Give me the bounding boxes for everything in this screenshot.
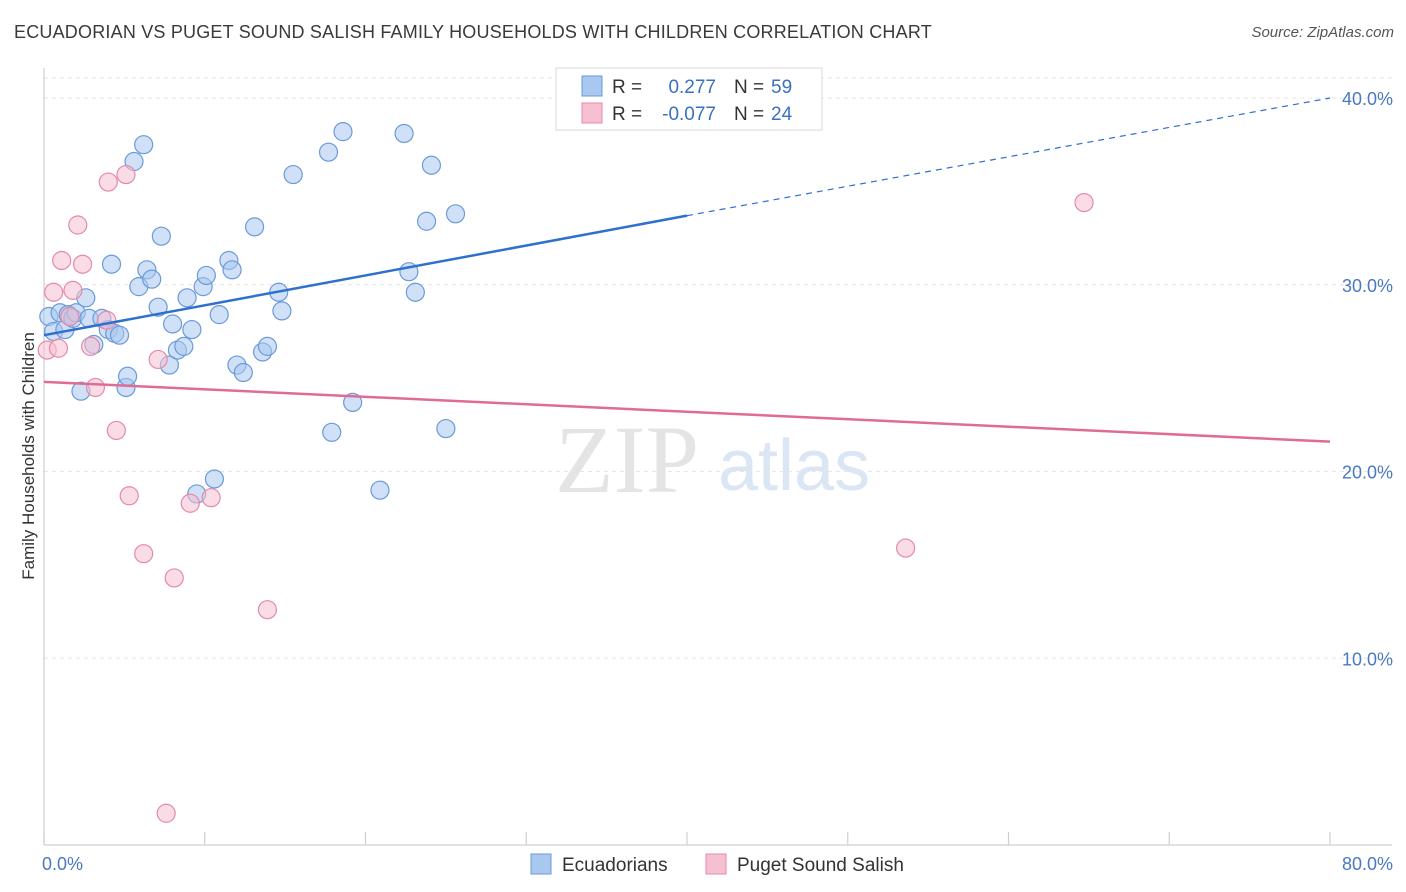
data-points [37,122,1094,823]
point-puget-sound-salish [106,420,126,441]
point-ecuadorians [333,122,353,142]
point-puget-sound-salish [63,280,83,300]
point-ecuadorians [405,282,425,302]
point-puget-sound-salish [68,215,88,235]
point-ecuadorians [117,366,138,386]
watermark-zip: ZIP [555,406,699,513]
point-puget-sound-salish [896,538,916,558]
point-puget-sound-salish [134,544,154,564]
point-ecuadorians [182,319,202,340]
point-puget-sound-salish [48,338,69,358]
bottom-swatch-ecuadorians [530,853,552,875]
point-ecuadorians [151,226,171,246]
legend-r-value-2: -0.077 [662,104,716,125]
point-puget-sound-salish [97,310,117,330]
x-ticks [43,832,1331,845]
point-puget-sound-salish [180,493,200,513]
point-ecuadorians [222,260,242,280]
point-ecuadorians [272,301,292,321]
bottom-legend-puget: Puget Sound Salish [737,855,904,876]
trend-line-ecuadorians [43,214,688,337]
point-puget-sound-salish [60,306,80,327]
y-tick-label: 40.0% [1342,89,1393,109]
point-ecuadorians [163,314,183,334]
y-tick-label: 20.0% [1342,463,1393,483]
point-ecuadorians [257,336,278,356]
point-puget-sound-salish [72,254,93,274]
point-puget-sound-salish [116,164,136,185]
axes [43,68,1392,846]
legend-r-value-1: 0.277 [668,77,716,98]
legend-top: R = 0.277 N = 59 R = -0.077 N = 24 [555,67,823,131]
legend-n-value-1: 59 [771,77,792,98]
point-puget-sound-salish [81,336,101,356]
point-ecuadorians [109,325,130,345]
bottom-legend-ecuadorians: Ecuadorians [562,855,668,876]
point-ecuadorians [101,254,122,274]
point-ecuadorians [322,422,342,442]
watermark-atlas: atlas [718,426,870,506]
point-ecuadorians [394,123,414,144]
point-ecuadorians [174,336,194,356]
chart-title: ECUADORIAN VS PUGET SOUND SALISH FAMILY … [14,22,932,42]
legend-n-label-2: N = [734,104,764,125]
trend-lines [43,97,1331,443]
point-ecuadorians [134,135,154,155]
point-puget-sound-salish [98,172,118,192]
legend-swatch-ecuadorians [581,75,603,97]
point-puget-sound-salish [164,568,184,588]
point-ecuadorians [142,269,162,289]
legend-r-label-2: R = [612,104,642,125]
legend-bottom: Ecuadorians Puget Sound Salish [530,853,904,876]
point-ecuadorians [436,418,456,439]
bottom-swatch-puget [705,853,727,875]
source-label: Source: ZipAtlas.com [1251,24,1394,41]
point-ecuadorians [204,469,224,489]
point-ecuadorians [343,392,363,413]
legend-r-label-1: R = [612,77,642,98]
point-ecuadorians [233,362,253,383]
point-ecuadorians [318,142,339,162]
trend-line-puget-sound-salish [43,380,1331,443]
point-ecuadorians [416,211,437,231]
point-ecuadorians [196,265,216,286]
legend-n-label-1: N = [734,77,764,98]
point-ecuadorians [283,164,303,185]
point-ecuadorians [244,217,265,237]
legend-n-value-2: 24 [771,104,793,125]
point-ecuadorians [421,155,442,175]
y-axis-label: Family Households with Children [19,332,38,580]
y-tick-label: 10.0% [1342,649,1393,669]
x-tick-label-max: 80.0% [1342,854,1393,874]
legend-swatch-puget [581,102,603,124]
y-tick-label: 30.0% [1342,276,1393,296]
point-ecuadorians [370,480,390,500]
point-puget-sound-salish [85,377,106,398]
point-puget-sound-salish [52,250,72,271]
point-puget-sound-salish [201,488,221,508]
point-puget-sound-salish [257,600,278,620]
point-puget-sound-salish [119,486,139,506]
point-ecuadorians [445,204,466,224]
point-puget-sound-salish [44,282,64,302]
point-ecuadorians [177,288,197,308]
point-puget-sound-salish [148,349,168,370]
point-puget-sound-salish [1074,192,1094,213]
y-tick-labels: 10.0% 20.0% 30.0% 40.0% [1342,89,1393,669]
x-tick-label-min: 0.0% [42,854,83,874]
point-puget-sound-salish [156,803,176,823]
point-ecuadorians [148,297,168,317]
trend-line-ecuadorians-extension [686,97,1331,217]
point-ecuadorians [209,305,229,325]
